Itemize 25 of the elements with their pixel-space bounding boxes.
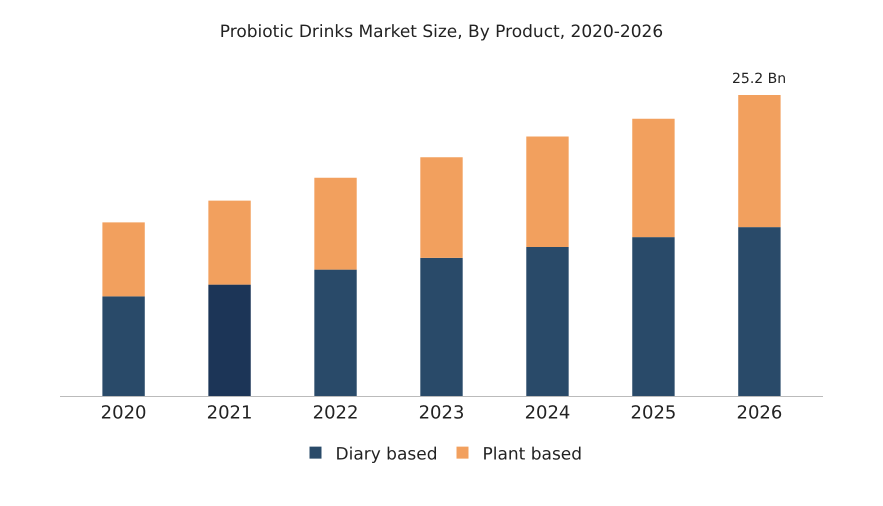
chart-title: Probiotic Drinks Market Size, By Product, 2020-2026 (220, 22, 664, 42)
bar (208, 284, 251, 396)
bar (208, 200, 251, 285)
x-tick-label: 2023 (418, 402, 464, 424)
legend-label: Diary based (336, 444, 438, 464)
bar (526, 247, 569, 396)
bar (314, 178, 357, 270)
bar (102, 296, 145, 396)
x-tick-label: 2021 (206, 402, 252, 424)
x-tick-label: 2025 (630, 402, 676, 424)
annotation: 25.2 Bn (732, 71, 786, 87)
bar (526, 136, 569, 248)
x-tick-label: 2024 (524, 402, 570, 424)
bar (420, 157, 463, 258)
bar (420, 258, 463, 396)
x-tick-label: 2022 (312, 402, 358, 424)
bar (738, 95, 781, 228)
legend-label: Plant based (482, 444, 582, 464)
bar (314, 270, 357, 396)
bar (738, 227, 781, 396)
bar (102, 222, 145, 296)
x-tick-label: 2026 (736, 402, 782, 424)
bar (632, 237, 675, 396)
bar (632, 118, 675, 238)
x-tick-label: 2020 (100, 402, 146, 424)
